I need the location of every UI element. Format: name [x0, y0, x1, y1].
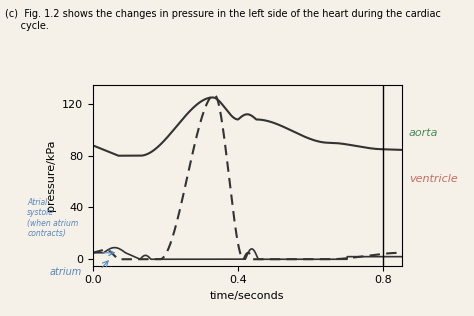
Text: atrium: atrium [49, 267, 82, 277]
Text: ventricle: ventricle [409, 173, 457, 184]
Text: aorta: aorta [409, 128, 438, 138]
Y-axis label: pressure/kPa: pressure/kPa [46, 139, 56, 211]
Text: Atrial
systole
(when atrium
contracts): Atrial systole (when atrium contracts) [27, 198, 79, 238]
Text: (c)  Fig. 1.2 shows the changes in pressure in the left side of the heart during: (c) Fig. 1.2 shows the changes in pressu… [5, 9, 441, 31]
X-axis label: time/seconds: time/seconds [210, 291, 284, 301]
